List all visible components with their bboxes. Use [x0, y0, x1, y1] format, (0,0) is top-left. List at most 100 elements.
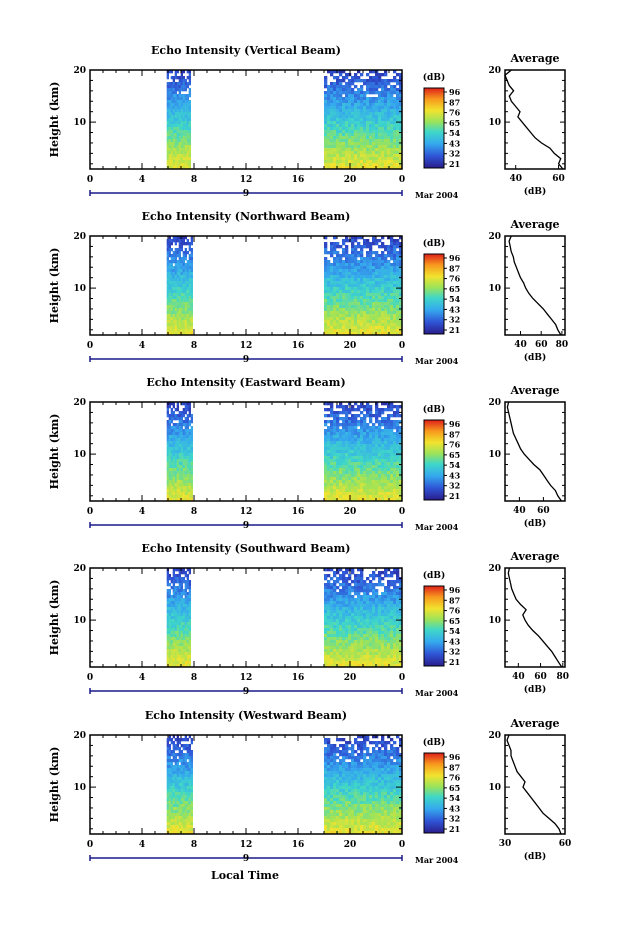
heatmap-cell — [387, 616, 391, 620]
heatmap-cell — [327, 299, 331, 303]
heatmap-cell — [182, 239, 185, 243]
heatmap-cell — [184, 302, 187, 306]
heatmap-cell — [188, 115, 191, 119]
heatmap-cell — [327, 477, 331, 481]
heatmap-cell — [182, 465, 185, 469]
heatmap-cell — [168, 492, 171, 496]
heatmap-cell — [339, 302, 343, 306]
heatmap-cell — [363, 486, 367, 490]
heatmap-cell — [184, 127, 187, 131]
heatmap-cell — [182, 414, 185, 418]
heatmap-cell — [172, 462, 175, 466]
heatmap-cell — [354, 115, 358, 119]
heatmap-cell — [174, 157, 177, 161]
heatmap-cell — [330, 652, 334, 656]
heatmap-cell — [324, 148, 328, 152]
heatmap-cell — [396, 308, 400, 312]
heatmap-cell — [168, 601, 171, 605]
heatmap-cell — [354, 145, 358, 149]
heatmap-cell — [180, 284, 183, 288]
heatmap-cell — [357, 91, 361, 95]
heatmap-cell — [357, 640, 361, 644]
heatmap-cell — [345, 423, 349, 427]
heatmap-cell — [357, 631, 361, 635]
heatmap-cell — [354, 299, 358, 303]
heatmap-cell — [176, 296, 179, 300]
heatmap-cell — [387, 163, 391, 167]
heatmap-cell — [351, 568, 355, 572]
heatmap-cell — [351, 142, 355, 146]
heatmap-cell — [184, 580, 187, 584]
heatmap-cell — [378, 423, 382, 427]
heatmap-cell — [186, 622, 189, 626]
heatmap-cell — [384, 447, 388, 451]
heatmap-cell — [184, 628, 187, 632]
heatmap-cell — [327, 589, 331, 593]
heatmap-cell — [174, 589, 177, 593]
heatmap-cell — [186, 465, 189, 469]
heatmap-cell — [360, 492, 364, 496]
heatmap-cell — [366, 112, 370, 116]
x-tick-label: 20 — [344, 175, 357, 185]
heatmap-cell — [166, 124, 169, 128]
heatmap-cell — [372, 435, 376, 439]
heatmap-cell — [393, 127, 397, 131]
heatmap-cell — [381, 489, 385, 493]
heatmap-cell — [351, 426, 355, 430]
heatmap-cell — [357, 323, 361, 327]
heatmap-cell — [351, 486, 355, 490]
heatmap-cell — [375, 284, 379, 288]
heatmap-cell — [184, 441, 187, 445]
heatmap-cell — [354, 592, 358, 596]
heatmap-cell — [393, 293, 397, 297]
heatmap-cell — [182, 263, 185, 267]
heatmap-cell — [366, 601, 370, 605]
heatmap-cell — [357, 302, 361, 306]
heatmap-cell — [348, 586, 352, 590]
heatmap-cell — [186, 287, 189, 291]
heatmap-cell — [336, 474, 340, 478]
heatmap-cell — [390, 405, 394, 409]
heatmap-cell — [357, 269, 361, 273]
heatmap-cell — [182, 323, 185, 327]
heatmap-cell — [348, 622, 352, 626]
date-label: Mar 2004 — [415, 190, 459, 200]
heatmap-cell — [336, 287, 340, 291]
x-tick-label: 0 — [87, 507, 93, 517]
heatmap-cell — [190, 266, 193, 270]
heatmap-cell — [396, 489, 400, 493]
heatmap-cell — [396, 616, 400, 620]
heatmap-cell — [390, 607, 394, 611]
heatmap-cell — [387, 245, 391, 249]
heatmap-cell — [184, 471, 187, 475]
heatmap-cell — [184, 251, 187, 255]
heatmap-cell — [170, 489, 173, 493]
heatmap-cell — [354, 468, 358, 472]
heatmap-cell — [345, 133, 349, 137]
heatmap-cell — [178, 492, 181, 496]
heatmap-cell — [172, 625, 175, 629]
heatmap-cell — [333, 571, 337, 575]
heatmap-cell — [381, 115, 385, 119]
heatmap-cell — [357, 435, 361, 439]
heatmap-cell — [342, 320, 346, 324]
heatmap-cell — [363, 257, 367, 261]
panel-3: Echo Intensity (Eastward Beam)1020Height… — [48, 376, 566, 532]
heatmap-cell — [390, 293, 394, 297]
heatmap-cell — [390, 583, 394, 587]
heatmap-cell — [357, 607, 361, 611]
heatmap-cell — [366, 332, 370, 336]
heatmap-cell — [351, 314, 355, 318]
heatmap-cell — [178, 441, 181, 445]
heatmap-cell — [348, 601, 352, 605]
heatmap-cell — [168, 157, 171, 161]
heatmap-cell — [399, 281, 403, 285]
heatmap-cell — [166, 598, 169, 602]
heatmap-cell — [186, 450, 189, 454]
heatmap-cell — [172, 157, 175, 161]
heatmap-cell — [336, 97, 340, 101]
heatmap-cell — [333, 236, 337, 240]
heatmap-cell — [333, 133, 337, 137]
heatmap-cell — [369, 586, 373, 590]
y-tick-label: 10 — [73, 450, 86, 460]
